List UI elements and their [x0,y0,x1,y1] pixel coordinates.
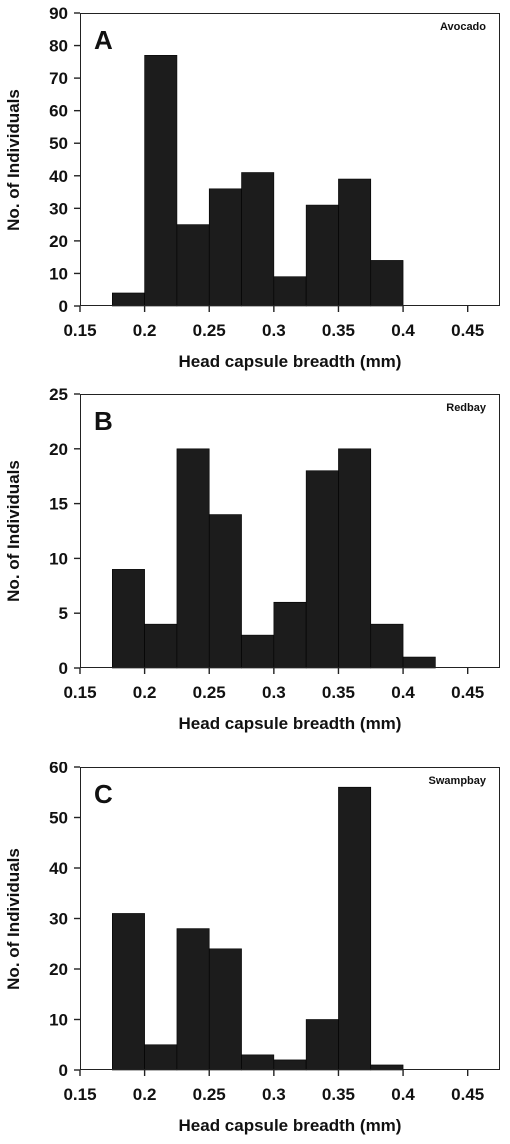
panel-host-name: Avocado [439,21,486,33]
histogram-panel-redbay: 0 5 10 15 20 25 0.15 0.2 0.25 0.3 0.35 0.4 0.45 B Re… [0,381,510,762]
histogram-bar [305,470,339,669]
y-tick-label: 0 [59,297,68,316]
x-tick-label: 0.2 [133,1085,157,1104]
x-tick-label: 0.45 [451,321,484,340]
histogram-bar [305,1019,339,1071]
histogram-bar [370,260,404,307]
x-tick-label: 0.45 [451,683,484,702]
x-tick-label: 0.25 [193,321,226,340]
histogram-bar [144,1044,178,1071]
y-tick-label: 0 [59,1061,68,1080]
y-tick-label: 10 [49,264,68,283]
y-tick-label: 25 [49,385,68,404]
histogram-bar [402,656,436,669]
x-tick-label: 0.3 [262,683,286,702]
y-tick-label: 60 [49,762,68,777]
y-axis-label: No. of Individuals [4,460,23,602]
y-tick-label: 70 [49,69,68,88]
plot-frame [80,13,500,306]
x-tick-label: 0.2 [133,683,157,702]
x-tick-label: 0.25 [193,1085,226,1104]
histogram-panel-avocado: 0 10 20 30 40 50 60 70 80 90 0.15 0.2 0.25 0.3 0.35 0.4… [0,0,510,381]
x-tick-label: 0.4 [391,1085,415,1104]
y-tick-label: 20 [49,232,68,251]
x-tick-label: 0.35 [322,321,355,340]
panel-letter: A [94,25,113,55]
histogram-bar [176,224,210,307]
histogram-bar [273,601,307,669]
histogram-panel-swampbay: 0 10 20 30 40 50 60 0.15 0.2 0.25 0.3 0.35 0.4 0.45 C… [0,762,510,1143]
panel-host-name: Swampbay [428,775,486,787]
histogram-bar [112,569,145,669]
x-tick-label: 0.45 [451,1085,484,1104]
y-axis-label: No. of Individuals [4,88,23,231]
y-tick-label: 80 [49,37,68,56]
y-axis-label: No. of Individuals [4,847,23,990]
histogram-bar [305,204,339,307]
y-tick-label: 20 [49,960,68,979]
histogram-bar [338,448,372,669]
y-tick-label: 10 [49,1011,68,1030]
y-tick-label: 30 [49,199,68,218]
y-tick-label: 50 [49,134,68,153]
histogram-bar [273,276,307,307]
histogram-bar [241,172,275,307]
histogram-bar [241,634,275,669]
x-tick-label: 0.4 [391,683,415,702]
x-tick-label: 0.3 [262,321,286,340]
histogram-bar [370,623,404,669]
plot-frame [80,394,500,668]
y-tick-label: 60 [49,102,68,121]
histogram-svg-swampbay: 0 10 20 30 40 50 60 0.15 0.2 0.25 0.3 0.35 0.4 0.45 [49,762,484,1104]
x-tick-label: 0.15 [63,1085,96,1104]
x-tick-label: 0.25 [193,683,226,702]
histogram-bar [112,913,145,1071]
x-tick-label: 0.15 [63,321,96,340]
histogram-bar [338,178,372,307]
histogram-bar [208,948,242,1071]
y-tick-label: 40 [49,167,68,186]
panel-host-name: Redbay [446,402,486,414]
x-tick-label: 0.2 [133,321,157,340]
x-axis-label: Head capsule breadth (mm) [178,1116,402,1135]
y-tick-label: 50 [49,809,68,828]
x-tick-label: 0.35 [322,683,355,702]
x-tick-label: 0.15 [63,683,96,702]
histogram-bar [370,1064,404,1071]
y-tick-label: 10 [49,549,68,568]
histogram-bar [208,514,242,669]
y-tick-label: 90 [49,4,68,23]
y-tick-label: 20 [49,440,68,459]
panel-letter: C [94,779,113,809]
y-tick-label: 0 [59,659,68,678]
histogram-svg-redbay: 0 5 10 15 20 25 0.15 0.2 0.25 0.3 0.35 0.4 0.45 [49,385,484,702]
x-axis-label: Head capsule breadth (mm) [178,714,402,733]
x-tick-label: 0.3 [262,1085,286,1104]
x-axis-label: Head capsule breadth (mm) [178,352,402,371]
histogram-bar [144,55,178,307]
histogram-bar [338,786,372,1071]
plot-frame [80,767,500,1070]
histogram-bar [208,188,242,307]
histogram-bar [176,928,210,1071]
x-tick-label: 0.35 [322,1085,355,1104]
panel-letter: B [94,406,113,436]
y-tick-label: 30 [49,910,68,929]
x-tick-label: 0.4 [391,321,415,340]
histogram-bar [144,623,178,669]
histogram-bar [176,448,210,669]
y-tick-label: 15 [49,495,68,514]
y-tick-label: 40 [49,859,68,878]
y-tick-label: 5 [59,604,68,623]
histogram-svg-avocado: 0 10 20 30 40 50 60 70 80 90 0.15 0.2 0.25 0.3 0.35 0.4… [49,4,484,340]
